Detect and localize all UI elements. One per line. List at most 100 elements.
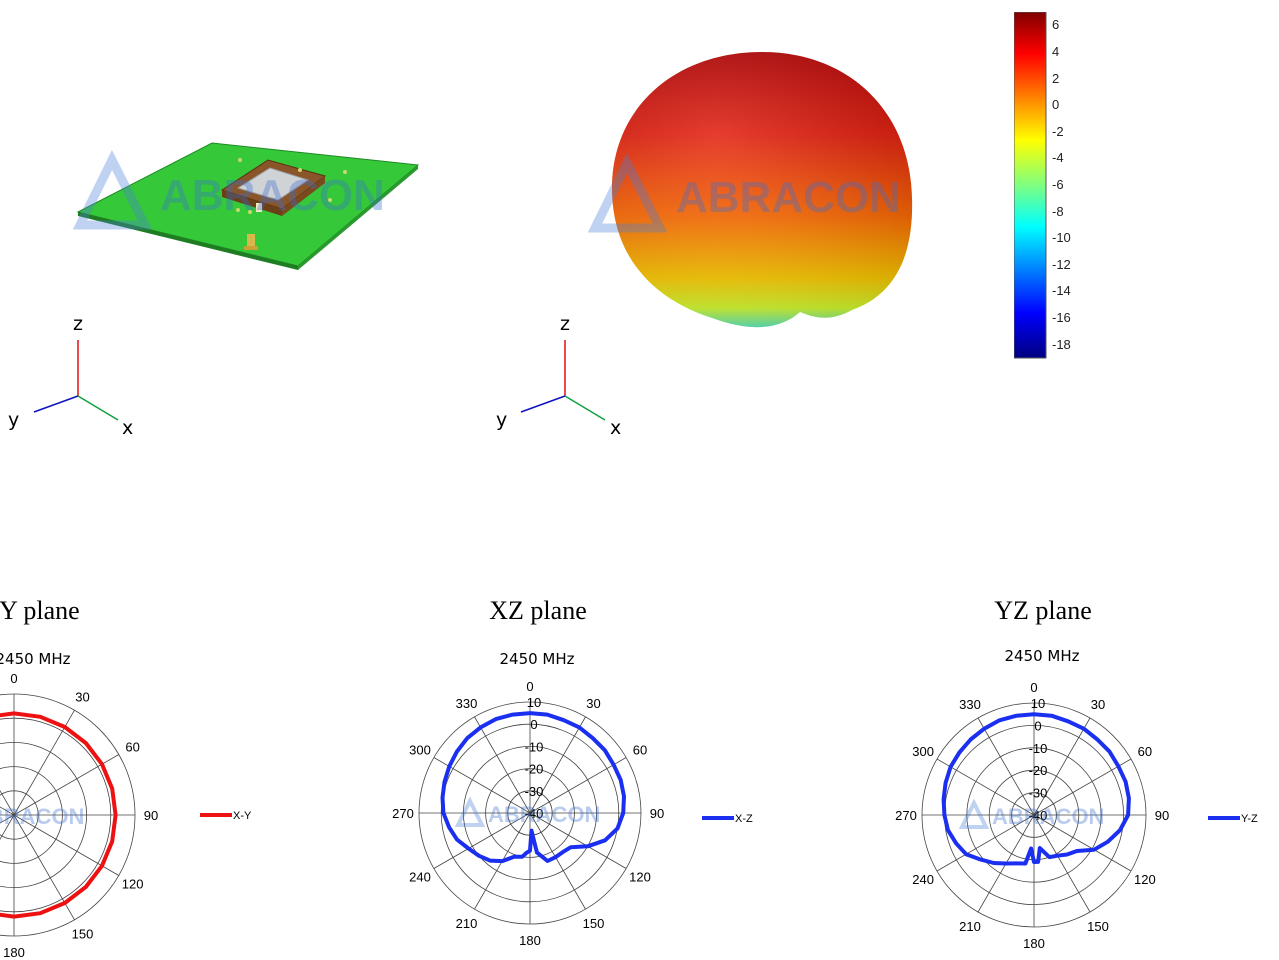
grid-spoke bbox=[936, 758, 1035, 816]
radial-tick-label: -20 bbox=[1029, 763, 1048, 778]
plane-title-xz: XZ plane bbox=[489, 596, 587, 625]
colorbar-tick: 6 bbox=[1052, 17, 1060, 33]
sma-connector bbox=[244, 234, 258, 250]
angle-tick-label: 150 bbox=[583, 916, 605, 931]
colorbar-tick: -8 bbox=[1052, 203, 1064, 219]
angle-tick-label: 30 bbox=[75, 689, 89, 704]
grid-spoke bbox=[0, 789, 15, 816]
angle-tick-label: 300 bbox=[409, 743, 431, 758]
colorbar-tick: -4 bbox=[1052, 150, 1064, 166]
radiation-pattern-3d: z y x ABRACON bbox=[496, 52, 913, 439]
series-line-Y-Z bbox=[941, 712, 1131, 866]
angle-tick-label: 60 bbox=[1138, 744, 1152, 759]
legend-label: X-Y bbox=[233, 810, 252, 822]
angle-tick-label: 90 bbox=[1155, 808, 1169, 823]
radial-tick-label: 10 bbox=[527, 695, 541, 710]
angle-tick-label: 120 bbox=[1134, 872, 1156, 887]
grid-spoke bbox=[1033, 717, 1091, 816]
grid-spoke bbox=[936, 814, 1035, 872]
watermark-text: ABRACON bbox=[676, 173, 901, 222]
grid-spoke bbox=[0, 814, 15, 841]
angle-tick-label: 150 bbox=[72, 927, 94, 942]
angle-tick-label: 120 bbox=[122, 877, 144, 892]
colorbar-tick: -2 bbox=[1052, 123, 1064, 139]
radial-tick-label: -30 bbox=[1029, 786, 1048, 801]
colorbar-tick: -12 bbox=[1052, 256, 1071, 272]
angle-tick-label: 180 bbox=[519, 933, 541, 948]
angle-tick-label: 330 bbox=[959, 697, 981, 712]
angle-tick-label: 30 bbox=[1091, 697, 1105, 712]
angle-tick-label: 120 bbox=[629, 870, 651, 885]
plane-title-yz: YZ plane bbox=[994, 596, 1092, 625]
axis-z-label: z bbox=[73, 313, 83, 335]
axes-triad-left: z y x bbox=[8, 313, 133, 439]
grid-spoke bbox=[1033, 814, 1091, 913]
legend-label: Y-Z bbox=[1241, 813, 1258, 825]
colorbar-tick: 4 bbox=[1052, 43, 1060, 59]
colorbar bbox=[1014, 12, 1047, 359]
grid-spoke bbox=[1033, 814, 1132, 872]
radial-tick-label: 0 bbox=[530, 717, 537, 732]
radial-tick-label: -40 bbox=[1029, 808, 1048, 823]
angle-tick-label: 240 bbox=[912, 872, 934, 887]
colorbar-tick: -14 bbox=[1052, 283, 1071, 299]
axis-y-label: y bbox=[496, 409, 507, 431]
angle-tick-label: 270 bbox=[895, 808, 917, 823]
angle-tick-label: 210 bbox=[959, 919, 981, 934]
chart-watermark: ABRACON bbox=[958, 798, 1104, 829]
colorbar-tick: -18 bbox=[1052, 336, 1071, 352]
radial-tick-label: -40 bbox=[525, 806, 544, 821]
angle-tick-label: 240 bbox=[409, 870, 431, 885]
angle-tick-label: 150 bbox=[1087, 919, 1109, 934]
colorbar-tick: -6 bbox=[1052, 177, 1064, 192]
svg-text:ABRACON: ABRACON bbox=[488, 802, 600, 827]
axis-z-label: z bbox=[560, 313, 570, 335]
grid-spoke bbox=[529, 812, 627, 869]
chart-watermark: ABRACON bbox=[454, 796, 600, 827]
grid-spoke bbox=[529, 757, 627, 814]
watermark-left: ABRACON bbox=[72, 149, 385, 230]
angle-tick-label: 210 bbox=[456, 916, 478, 931]
radial-tick-label: -10 bbox=[525, 739, 544, 754]
angle-tick-label: 300 bbox=[912, 744, 934, 759]
colorbar-tick: -16 bbox=[1052, 310, 1071, 326]
polar-chart-X-Y: 0306090120150180210240270300330ABRACONX-… bbox=[0, 671, 252, 960]
angle-tick-label: 60 bbox=[125, 740, 139, 755]
series-line-X-Z bbox=[440, 711, 626, 864]
series-line-X-Y bbox=[0, 711, 118, 919]
angle-tick-label: 90 bbox=[650, 806, 664, 821]
pcb-vias bbox=[236, 158, 347, 214]
angle-tick-label: 0 bbox=[1030, 680, 1037, 695]
grid-spoke bbox=[474, 716, 531, 814]
grid-spoke bbox=[529, 716, 586, 814]
chart-title-yz: 2450 MHz bbox=[1004, 647, 1080, 665]
antenna-render: z y x ABRACON bbox=[8, 142, 420, 439]
grid-spoke bbox=[433, 812, 531, 869]
axis-x-label: x bbox=[122, 417, 133, 439]
angle-tick-label: 0 bbox=[10, 671, 17, 686]
svg-text:ABRACON: ABRACON bbox=[0, 804, 84, 829]
radial-tick-label: 0 bbox=[1034, 718, 1041, 733]
chart-watermark: ABRACON bbox=[0, 804, 84, 829]
axis-x-label: x bbox=[610, 417, 621, 439]
colorbar-tick: 2 bbox=[1052, 70, 1060, 86]
angle-tick-label: 330 bbox=[456, 696, 478, 711]
grid-spoke bbox=[529, 812, 586, 910]
radial-tick-label: -10 bbox=[1029, 741, 1048, 756]
axis-y-label: y bbox=[8, 409, 19, 431]
chart-title-xz: 2450 MHz bbox=[499, 650, 575, 668]
radial-tick-label: 10 bbox=[1031, 696, 1045, 711]
watermark-text: ABRACON bbox=[160, 171, 385, 220]
radial-tick-label: -20 bbox=[525, 762, 544, 777]
plane-title-xy: XY plane bbox=[0, 596, 80, 625]
grid-spoke bbox=[977, 717, 1035, 816]
angle-tick-label: 270 bbox=[392, 806, 414, 821]
angle-tick-label: 180 bbox=[1023, 936, 1045, 951]
colorbar-tick: -10 bbox=[1052, 230, 1071, 246]
angle-tick-label: 60 bbox=[633, 743, 647, 758]
angle-tick-label: 90 bbox=[144, 808, 158, 823]
angle-tick-label: 30 bbox=[586, 696, 600, 711]
